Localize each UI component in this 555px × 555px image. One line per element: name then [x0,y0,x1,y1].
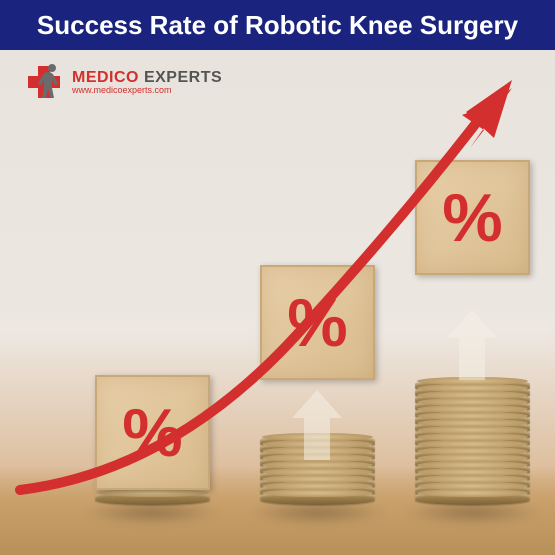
percent-symbol-2: % [287,284,347,362]
block-1: % [95,375,210,490]
percent-symbol-1: % [122,394,182,472]
block-2: % [260,265,375,380]
scene: % % % [0,50,555,555]
coin [95,491,210,505]
up-arrow-icon-3 [447,310,497,380]
coin-stack-3 [415,386,530,505]
coin-stack-1 [95,498,210,505]
up-arrow-icon-2 [292,390,342,460]
percent-symbol-3: % [442,179,502,257]
coin [260,491,375,505]
coin [415,491,530,505]
block-3: % [415,160,530,275]
header-bar: Success Rate of Robotic Knee Surgery [0,0,555,50]
infographic-container: Success Rate of Robotic Knee Surgery MED… [0,0,555,555]
page-title: Success Rate of Robotic Knee Surgery [37,10,518,41]
